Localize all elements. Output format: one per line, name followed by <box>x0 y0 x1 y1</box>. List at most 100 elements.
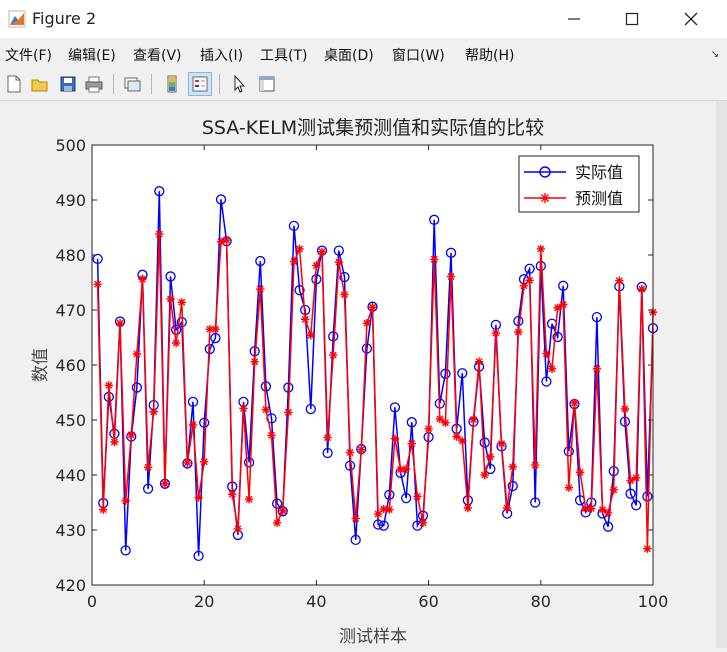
menu-file[interactable]: 文件(F) <box>5 48 52 64</box>
chart-svg: SSA-KELM测试集预测值和实际值的比较 测试样本 数值 0 20 40 60 80 1… <box>31 117 669 647</box>
data-point <box>552 331 563 343</box>
legend-box <box>518 155 640 213</box>
data-point <box>233 524 243 534</box>
data-point <box>480 470 489 480</box>
data-point <box>602 521 614 532</box>
data-point <box>93 279 102 289</box>
data-point <box>396 465 405 474</box>
data-point <box>519 281 529 290</box>
colorbar-button[interactable] <box>160 72 184 96</box>
data-point <box>187 396 199 408</box>
data-point <box>104 381 114 390</box>
data-point <box>200 457 209 466</box>
data-point <box>378 520 389 531</box>
new-figure-button[interactable] <box>2 72 26 96</box>
menu-view[interactable]: 查看(V) <box>133 48 182 64</box>
legend[interactable]: 实际值 预测值 <box>518 155 640 213</box>
data-point <box>390 434 400 443</box>
menu-bar: 文件(F) 编辑(E) 查看(V) 插入(I) 工具(T) 桌面(D) 窗口(W… <box>0 38 727 68</box>
menu-insert[interactable]: 插入(I) <box>200 48 244 64</box>
menu-help[interactable]: 帮助(H) <box>465 48 515 64</box>
data-point <box>177 298 186 307</box>
menu-edit[interactable]: 编辑(E) <box>68 48 116 64</box>
data-point <box>170 324 182 335</box>
data-point <box>525 276 534 285</box>
legend-marker-predicted <box>540 193 550 203</box>
data-point <box>171 338 181 348</box>
data-point <box>570 398 579 408</box>
data-point <box>289 257 299 266</box>
menu-window[interactable]: 窗口(W) <box>392 48 445 64</box>
data-point <box>637 284 646 294</box>
data-point <box>115 319 125 328</box>
minimize-button[interactable] <box>551 0 597 38</box>
data-point <box>278 506 287 515</box>
x-tick-label: 60 <box>418 592 438 611</box>
data-point <box>239 404 248 413</box>
data-point <box>272 518 282 528</box>
data-point <box>441 418 450 427</box>
data-point <box>333 245 344 256</box>
data-point <box>166 294 175 304</box>
data-point <box>188 420 198 430</box>
data-point <box>429 214 440 225</box>
figure-toolbar <box>0 68 727 101</box>
close-button[interactable] <box>668 0 714 38</box>
legend-button[interactable] <box>188 72 212 96</box>
data-point <box>581 504 590 513</box>
data-point <box>407 439 416 448</box>
data-point <box>474 357 484 366</box>
y-tick-label: 440 <box>55 466 86 485</box>
corner-arrow-icon[interactable]: ↘ <box>710 49 719 60</box>
maximize-button[interactable] <box>609 0 655 38</box>
open-file-button[interactable] <box>28 72 52 96</box>
data-point <box>625 488 636 499</box>
window-title: Figure 2 <box>32 9 97 28</box>
legend-label-actual: 实际值 <box>575 163 623 182</box>
data-point <box>536 244 545 254</box>
data-point <box>243 457 255 468</box>
data-point <box>216 237 226 246</box>
property-inspector-icon <box>259 76 275 92</box>
toolbar-separator <box>151 74 152 94</box>
save-button[interactable] <box>56 72 80 96</box>
close-icon <box>684 12 698 26</box>
data-point <box>154 186 165 197</box>
data-point <box>312 261 321 270</box>
toolbar-separator <box>113 74 114 94</box>
matlab-app-icon <box>8 10 26 28</box>
x-tick-label: 20 <box>194 592 214 611</box>
data-point <box>446 272 456 281</box>
data-point <box>524 263 535 274</box>
data-point <box>372 519 384 530</box>
series-line <box>96 234 654 549</box>
print-button[interactable] <box>82 72 106 96</box>
data-point <box>430 255 439 264</box>
menu-tools[interactable]: 工具(T) <box>260 48 308 64</box>
minimize-icon <box>568 18 580 20</box>
data-point <box>541 376 552 387</box>
data-point <box>127 430 136 440</box>
x-tick-label: 80 <box>531 592 551 611</box>
data-point <box>132 349 142 359</box>
data-point <box>193 550 204 562</box>
data-point <box>362 319 372 328</box>
data-point <box>445 247 457 258</box>
pointer-button[interactable] <box>228 72 252 96</box>
data-point <box>323 433 332 442</box>
link-plot-button[interactable] <box>120 72 144 96</box>
data-point <box>547 364 557 374</box>
data-point <box>284 408 293 417</box>
data-point <box>92 253 103 265</box>
menu-desktop[interactable]: 桌面(D) <box>324 48 374 64</box>
x-tick-label: 100 <box>638 592 669 611</box>
data-point <box>222 235 231 245</box>
property-inspector-button[interactable] <box>255 72 279 96</box>
data-point <box>250 357 259 366</box>
data-point <box>256 284 265 294</box>
data-point <box>295 244 304 254</box>
data-point <box>344 460 356 471</box>
data-point <box>412 520 423 531</box>
axes-box <box>91 144 654 586</box>
data-point <box>329 350 338 360</box>
